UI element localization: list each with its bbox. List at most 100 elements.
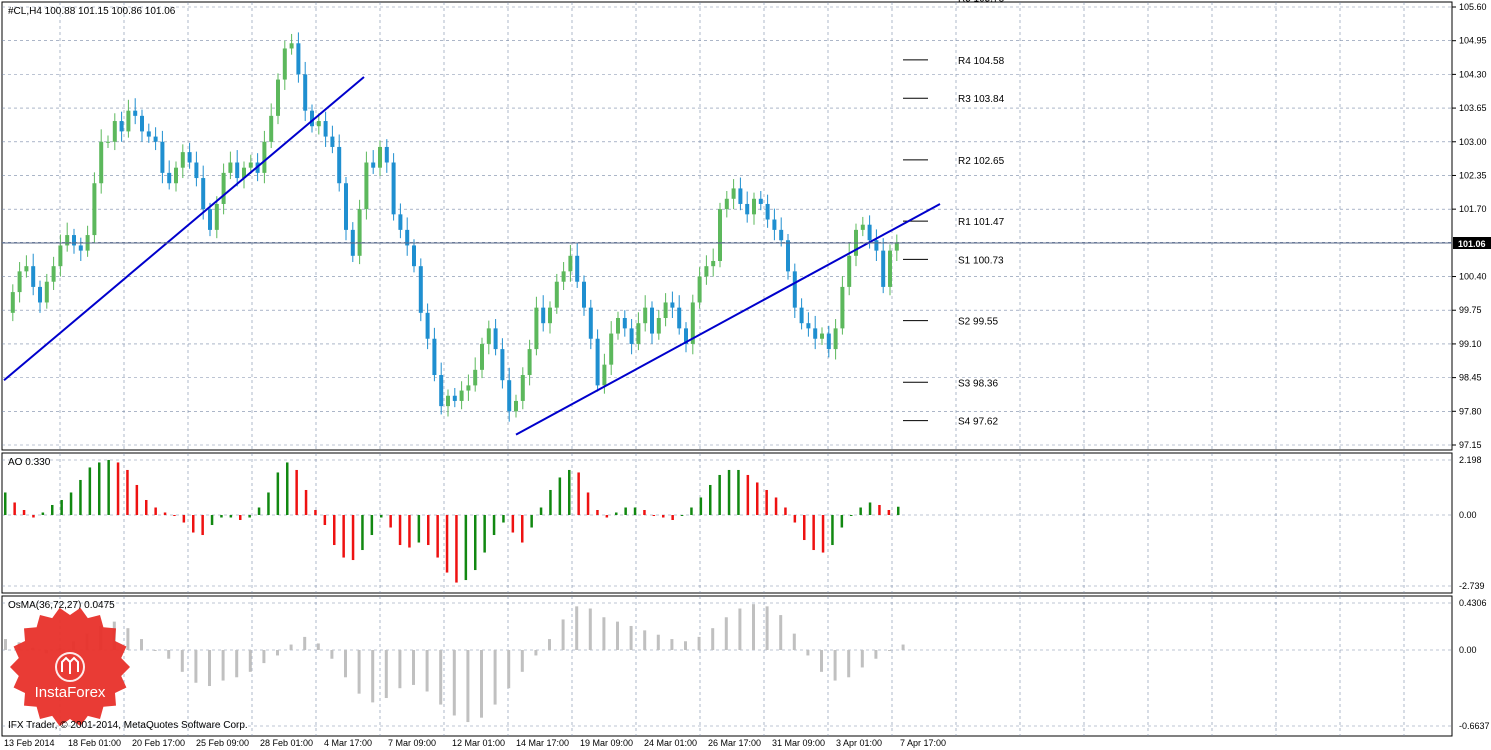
candle-body: [527, 349, 532, 376]
x-tick-label: 25 Feb 09:00: [196, 738, 249, 748]
osma-bar: [384, 650, 388, 699]
y-tick-label: 99.75: [1459, 305, 1482, 315]
candle-body: [629, 328, 634, 344]
candle-body: [303, 74, 308, 111]
candle-body: [235, 162, 240, 179]
y-tick-label: 105.60: [1459, 2, 1487, 12]
ao-bar: [13, 502, 16, 515]
candle-body: [378, 146, 382, 168]
osma-bar: [466, 650, 470, 723]
osma-bar: [779, 615, 783, 650]
ao-bar: [182, 515, 186, 523]
osma-y-label: 0.4306: [1459, 598, 1487, 608]
pivot-label: S4 97.62: [958, 417, 998, 428]
x-tick-label: 19 Mar 09:00: [580, 738, 633, 748]
x-axis: 13 Feb 2014 18 Feb 01:00 20 Feb 17:00 25 Fe…: [4, 738, 946, 748]
ao-y-label: 0.00: [1459, 510, 1477, 520]
candle-body: [194, 162, 199, 179]
candle-body: [133, 110, 138, 116]
ao-bar: [737, 469, 740, 515]
candle-body: [888, 250, 892, 287]
osma-bar: [276, 650, 279, 656]
x-tick-label: 12 Mar 01:00: [452, 738, 505, 748]
candle-body: [752, 198, 756, 215]
candle-body: [146, 131, 151, 137]
ao-bar: [88, 467, 92, 515]
ao-y-label: -2.739: [1459, 581, 1485, 591]
candle-body: [663, 302, 668, 319]
candle-body: [840, 286, 845, 329]
x-tick-label: 7 Mar 09:00: [388, 738, 436, 748]
ao-bar: [596, 509, 599, 515]
y-tick-label: 97.80: [1459, 406, 1482, 416]
y-tick-label: 102.35: [1459, 170, 1487, 180]
ao-bar: [135, 484, 139, 515]
candle-body: [786, 240, 790, 272]
ao-histogram: [4, 459, 900, 583]
candle-body: [711, 260, 716, 267]
candle-body: [650, 307, 654, 334]
ao-bar: [417, 515, 421, 543]
osma-pane[interactable]: [1, 595, 1453, 737]
ao-bar: [793, 515, 797, 523]
candle-body: [344, 183, 348, 230]
ao-bar: [248, 515, 251, 518]
ao-pane[interactable]: [1, 452, 1453, 594]
candle-body: [72, 235, 76, 246]
candle-body: [432, 338, 437, 376]
candle-body: [473, 369, 478, 386]
ao-bar: [69, 492, 73, 515]
candle-body: [656, 318, 661, 334]
ao-bar: [568, 469, 571, 515]
candle-body: [78, 245, 83, 251]
ao-bar: [878, 504, 881, 515]
osma-bar: [140, 639, 143, 650]
candle-body: [10, 292, 15, 313]
candle-body: [153, 136, 158, 142]
candle-body: [765, 203, 770, 220]
candle-body: [38, 286, 42, 303]
ao-bar: [784, 507, 787, 515]
ao-bar: [276, 472, 280, 515]
y-tick-label: 103.00: [1459, 137, 1487, 147]
ao-bar: [380, 515, 383, 518]
candle-body: [228, 162, 233, 173]
ao-bar: [295, 469, 298, 515]
candle-body: [262, 141, 267, 173]
osma-bar: [548, 639, 551, 650]
candle-body: [99, 141, 104, 184]
ao-bar: [615, 512, 618, 515]
ao-bar: [173, 515, 176, 516]
ao-bar: [831, 515, 834, 546]
candle-body: [282, 48, 287, 80]
candle-body: [541, 307, 546, 324]
osma-bar: [480, 650, 483, 718]
trendlines-layer[interactable]: [3, 76, 941, 436]
candle-body: [439, 375, 444, 407]
y-tick-label: 99.10: [1459, 339, 1482, 349]
candle-body: [364, 162, 369, 210]
candle-body: [425, 312, 430, 339]
price-pane[interactable]: [1, 1, 1453, 451]
y-tick-label: 103.65: [1459, 103, 1487, 113]
candle-body: [92, 183, 97, 236]
ao-bar: [163, 512, 167, 515]
candle-body: [180, 152, 185, 168]
candle-body: [330, 136, 335, 147]
candle-body: [670, 302, 675, 308]
candle-body: [459, 390, 464, 401]
pivot-label: R3 103.84: [958, 94, 1005, 105]
pivot-label: S1 100.73: [958, 255, 1004, 266]
candle-body: [772, 219, 777, 230]
ao-bar: [709, 484, 712, 515]
osma-bar: [901, 644, 905, 650]
candle-body: [758, 198, 763, 204]
candle-body: [486, 328, 491, 344]
y-tick-label: 100.40: [1459, 272, 1487, 282]
candle-body: [554, 281, 559, 308]
ao-bar: [445, 515, 449, 573]
ao-y-label: 2.198: [1459, 455, 1482, 465]
candle-body: [609, 333, 614, 365]
candle-body: [697, 276, 702, 303]
osma-bar: [588, 608, 592, 650]
